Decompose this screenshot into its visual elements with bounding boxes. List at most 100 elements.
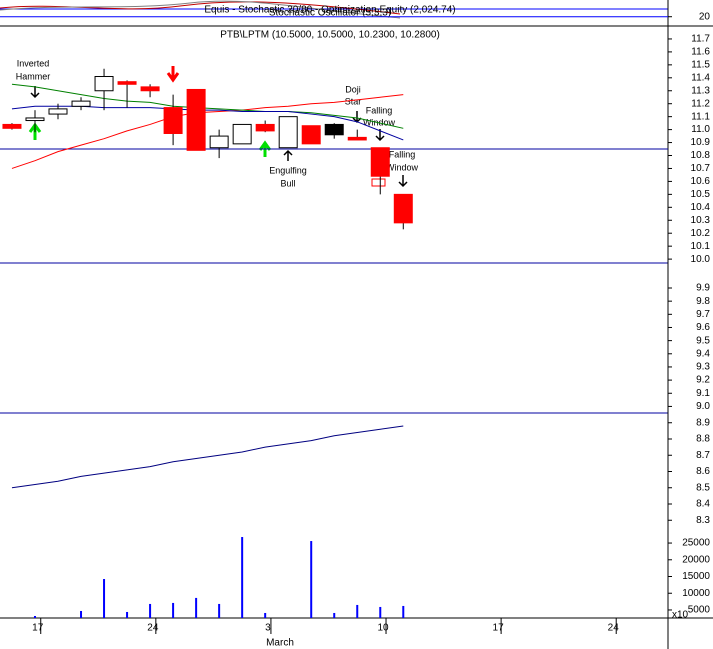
volume-bar xyxy=(402,605,405,618)
x-tick-label: 24 xyxy=(147,623,159,634)
y-tick-label: 20 xyxy=(699,11,711,22)
volume-bar xyxy=(241,537,244,618)
annotation: Bull xyxy=(280,178,295,188)
candle-body xyxy=(209,135,229,149)
arrow xyxy=(258,140,272,157)
candle-body xyxy=(255,123,275,132)
annotation: Star xyxy=(345,96,362,106)
y-tick-label: 10000 xyxy=(682,588,710,599)
volume-bar xyxy=(356,604,359,618)
y-tick-label: 25000 xyxy=(682,538,710,549)
candle-body xyxy=(140,86,160,92)
y-tick-label: 15000 xyxy=(682,571,710,582)
annotation: Engulfing xyxy=(269,165,307,175)
annotation: Window xyxy=(386,162,419,172)
y-tick-label: 11.7 xyxy=(691,34,710,45)
candle-body xyxy=(324,123,344,136)
y-tick-label: 9.1 xyxy=(696,388,710,399)
y-tick-label: 10.1 xyxy=(691,241,711,252)
y-tick-label: 11.6 xyxy=(691,47,710,58)
candle-body xyxy=(186,88,206,151)
candle-body xyxy=(2,123,22,129)
annotation: Doji xyxy=(345,84,361,94)
x-tick-label: 3 xyxy=(265,623,271,634)
stoch-curve xyxy=(0,1,401,15)
stoch-curve xyxy=(0,0,401,19)
y-tick-label: 11.2 xyxy=(691,98,710,109)
y-tick-label: 11.3 xyxy=(691,85,710,96)
volume-bar xyxy=(126,611,129,618)
y-tick-label: 10.3 xyxy=(691,215,711,226)
volume-bar xyxy=(195,597,198,618)
x-tick-label: 17 xyxy=(493,623,505,634)
volume-bar xyxy=(80,610,83,618)
y-tick-label: 9.5 xyxy=(696,335,710,346)
y-tick-label: 9.4 xyxy=(696,348,710,359)
y-tick-label: 10.2 xyxy=(691,228,711,239)
y-axis-label: x10 xyxy=(672,610,689,621)
y-tick-label: 10.0 xyxy=(691,254,711,265)
y-tick-label: 11.4 xyxy=(691,72,710,83)
volume-bar xyxy=(149,603,152,618)
volume-bar xyxy=(379,606,382,618)
arrow xyxy=(166,66,180,83)
y-tick-label: 10.9 xyxy=(691,137,711,148)
volume-bar xyxy=(172,602,175,618)
annotation: Hammer xyxy=(16,71,51,81)
candle-body xyxy=(278,116,298,149)
arrow xyxy=(283,149,293,161)
y-tick-label: 8.9 xyxy=(696,417,710,428)
y-tick-label: 5000 xyxy=(688,605,711,616)
line-series xyxy=(11,94,404,169)
marker xyxy=(371,178,386,187)
line-series xyxy=(11,425,404,489)
y-tick-label: 9.8 xyxy=(696,296,710,307)
y-tick-label: 11.0 xyxy=(691,124,710,135)
y-tick-label: 10.5 xyxy=(691,189,711,200)
y-tick-label: 10.7 xyxy=(691,163,711,174)
candle-body xyxy=(25,117,45,122)
y-tick-label: 9.0 xyxy=(696,401,710,412)
panel-title: Equis - Stochastic 20/80 - Optimization … xyxy=(204,5,455,16)
y-tick-label: 10.4 xyxy=(691,202,711,213)
y-tick-label: 9.7 xyxy=(696,309,710,320)
y-tick-label: 9.3 xyxy=(696,362,710,373)
y-tick-label: 8.6 xyxy=(696,466,710,477)
annotation: Window xyxy=(363,117,396,127)
y-tick-label: 8.8 xyxy=(696,434,710,445)
panel-title: PTB\LPTM (10.5000, 10.5000, 10.2300, 10.… xyxy=(220,30,440,41)
panel-subtitle: Stochastic Oscillator (5,3,3) xyxy=(269,8,391,19)
volume-bar xyxy=(333,612,336,618)
candle-body xyxy=(347,136,367,141)
candle-body xyxy=(370,147,390,177)
annotation: Falling xyxy=(366,105,393,115)
line-series xyxy=(11,83,404,129)
y-tick-label: 20000 xyxy=(682,554,710,565)
annotation: Inverted xyxy=(17,58,50,68)
x-tick-label: 24 xyxy=(608,623,620,634)
y-tick-label: 8.4 xyxy=(696,499,710,510)
candle-body xyxy=(117,81,137,85)
y-tick-label: 8.3 xyxy=(696,515,710,526)
candle-body xyxy=(301,125,321,145)
volume-bar xyxy=(264,612,267,618)
volume-bar xyxy=(33,615,36,618)
y-tick-label: 11.5 xyxy=(691,59,710,70)
x-tick-label: 10 xyxy=(377,623,389,634)
y-tick-label: 9.2 xyxy=(696,375,710,386)
volume-bar xyxy=(218,603,221,618)
candle-body xyxy=(71,100,91,107)
candle-body xyxy=(48,108,68,115)
candle-body xyxy=(393,193,413,224)
candle-body xyxy=(232,123,252,145)
x-axis-label: March xyxy=(266,638,294,649)
annotation: Falling xyxy=(389,149,416,159)
candle-body xyxy=(94,76,114,92)
arrows xyxy=(28,66,408,188)
arrow xyxy=(398,175,408,188)
volume-bar xyxy=(103,579,106,618)
y-tick-label: 10.8 xyxy=(691,150,711,161)
y-tick-label: 9.9 xyxy=(696,283,710,294)
